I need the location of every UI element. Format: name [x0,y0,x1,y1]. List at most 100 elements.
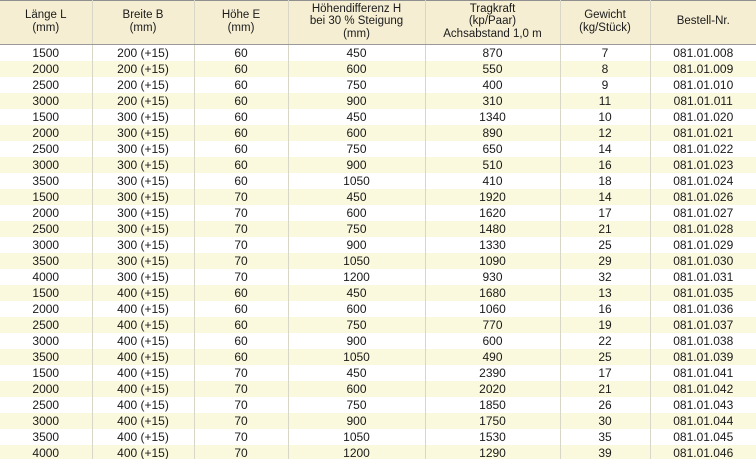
table-cell-hoehe: 60 [193,157,288,174]
table-cell-hoehe: 70 [193,269,288,286]
table-cell-breite: 400 (+15) [91,349,194,366]
table-cell-laenge: 2000 [32,382,60,397]
table-cell-tragkraft: 510 [424,157,560,174]
table-cell-hoehe: 70 [193,445,288,459]
table-cell-breite: 200 (+15) [91,44,194,62]
table-cell-hoehe: 70 [193,237,288,254]
table-cell-tragkraft: 1850 [424,397,560,414]
column-header-gewicht: Gewicht (kg/Stück) [559,0,650,46]
table-cell-hoehendifferenz: 750 [287,221,425,238]
table-row: 3500 400 (+15) 60 1050 490 25 081.01.039 [0,349,756,366]
table-cell-tragkraft: 600 [424,333,560,350]
table-cell-breite: 400 (+15) [91,429,194,446]
table-cell-bestellnr: 081.01.030 [649,253,756,270]
table-cell-hoehe: 60 [193,301,288,318]
table-cell-hoehendifferenz: 1050 [287,173,425,190]
table-cell-bestellnr: 081.01.041 [649,365,756,382]
table-cell-breite: 300 (+15) [91,173,194,190]
table-cell-hoehe: 70 [193,253,288,270]
table-row: 2500 400 (+15) 60 750 770 19 081.01.037 [0,317,756,334]
table-cell-hoehendifferenz: 900 [287,157,425,174]
table-cell-bestellnr: 081.01.008 [649,44,756,62]
table-cell-hoehe: 60 [193,93,288,110]
table-header: Länge L (mm) Breite B (mm) Höhe E (mm) Höhendi… [0,0,756,46]
table-cell-hoehe: 60 [193,125,288,142]
table-cell-laenge: 4000 [32,446,60,459]
table-row: 3000 200 (+15) 60 900 310 11 081.01.011 [0,93,756,110]
table-cell-hoehe: 70 [193,205,288,222]
table-cell-bestellnr: 081.01.042 [649,381,756,398]
table-cell-tragkraft: 1090 [424,253,560,270]
table-cell-hoehendifferenz: 600 [287,301,425,318]
table-cell-hoehe: 60 [193,77,288,94]
table-cell-gewicht: 17 [559,205,650,222]
table-cell-tragkraft: 930 [424,269,560,286]
table-cell-gewicht: 10 [559,109,650,126]
table-cell-bestellnr: 081.01.026 [649,189,756,206]
table-cell-laenge: 1500 [32,286,60,301]
table-cell-gewicht: 22 [559,333,650,350]
table-cell-laenge: 3500 [32,174,60,189]
table-cell-gewicht: 35 [559,429,650,446]
table-cell-tragkraft: 1290 [424,445,560,459]
table-cell-hoehendifferenz: 1200 [287,269,425,286]
table-row: 2000 400 (+15) 70 600 2020 21 081.01.042 [0,381,756,398]
table-cell-tragkraft: 1620 [424,205,560,222]
table-cell-hoehe: 60 [193,61,288,78]
table-row: 2000 300 (+15) 60 600 890 12 081.01.021 [0,125,756,142]
table-cell-bestellnr: 081.01.031 [649,269,756,286]
table-cell-tragkraft: 1480 [424,221,560,238]
table-cell-hoehendifferenz: 450 [287,189,425,206]
table-cell-gewicht: 14 [559,141,650,158]
table-cell-bestellnr: 081.01.037 [649,317,756,334]
table-cell-gewicht: 30 [559,413,650,430]
table-cell-tragkraft: 1680 [424,285,560,302]
table-cell-laenge: 3500 [32,350,60,365]
table-cell-bestellnr: 081.01.024 [649,173,756,190]
table-cell-gewicht: 11 [559,93,650,110]
table-cell-tragkraft: 2020 [424,381,560,398]
table-cell-tragkraft: 650 [424,141,560,158]
table-cell-gewicht: 13 [559,285,650,302]
table-cell-hoehe: 60 [193,141,288,158]
table-cell-laenge: 2500 [32,142,60,157]
table-cell-tragkraft: 410 [424,173,560,190]
table-cell-tragkraft: 770 [424,317,560,334]
table-cell-tragkraft: 490 [424,349,560,366]
table-cell-hoehendifferenz: 600 [287,61,425,78]
table-cell-laenge: 1500 [32,46,60,61]
table-cell-hoehendifferenz: 750 [287,397,425,414]
table-row: 1500 300 (+15) 70 450 1920 14 081.01.026 [0,189,756,206]
table-cell-breite: 400 (+15) [91,317,194,334]
table-cell-laenge: 3000 [32,414,60,429]
table-cell-bestellnr: 081.01.009 [649,61,756,78]
table-cell-laenge: 2000 [32,206,60,221]
table-cell-hoehendifferenz: 600 [287,125,425,142]
table-cell-bestellnr: 081.01.036 [649,301,756,318]
table-row: 1500 400 (+15) 60 450 1680 13 081.01.035 [0,285,756,302]
table-cell-breite: 300 (+15) [91,269,194,286]
table-cell-gewicht: 16 [559,157,650,174]
table-cell-gewicht: 29 [559,253,650,270]
table-cell-gewicht: 19 [559,317,650,334]
table-cell-breite: 300 (+15) [91,189,194,206]
table-cell-tragkraft: 310 [424,93,560,110]
table-cell-bestellnr: 081.01.035 [649,285,756,302]
table-cell-hoehendifferenz: 450 [287,44,425,62]
table-row: 1500 400 (+15) 70 450 2390 17 081.01.041 [0,365,756,382]
table-cell-hoehe: 70 [193,429,288,446]
table-cell-gewicht: 9 [559,77,650,94]
table-cell-hoehendifferenz: 900 [287,93,425,110]
table-cell-bestellnr: 081.01.046 [649,445,756,459]
table-cell-laenge: 3000 [32,94,60,109]
table-cell-breite: 300 (+15) [91,125,194,142]
table-row: 4000 400 (+15) 70 1200 1290 39 081.01.046 [0,445,756,459]
table-cell-laenge: 2000 [32,62,60,77]
table-cell-hoehe: 60 [193,285,288,302]
header-row: Länge L (mm) Breite B (mm) Höhe E (mm) Höhendi… [0,0,756,46]
table-cell-bestellnr: 081.01.023 [649,157,756,174]
table-cell-breite: 400 (+15) [91,285,194,302]
table-cell-bestellnr: 081.01.027 [649,205,756,222]
table-cell-breite: 400 (+15) [91,365,194,382]
